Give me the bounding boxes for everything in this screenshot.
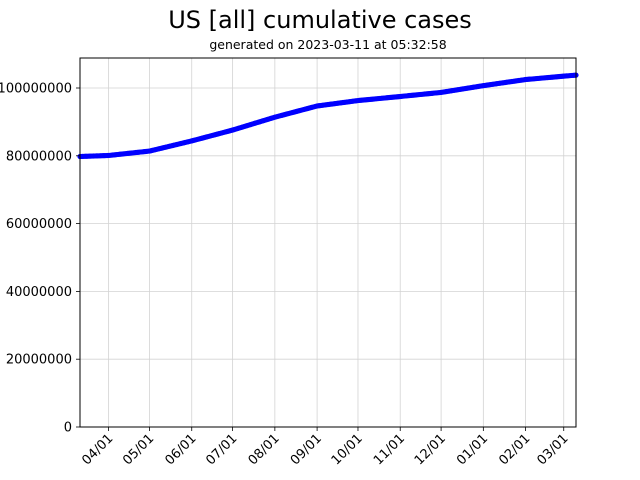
x-tick-label: 08/01 [246,431,283,468]
data-series-cumulative-cases [77,72,579,160]
plot-frame [79,57,577,428]
gridlines [80,58,576,427]
series-line [79,73,577,158]
x-axis: 04/01 05/01 06/01 07/01 08/01 09/01 10/01 11/01… [79,427,572,468]
x-tick-label: 03/01 [534,431,571,468]
y-tick-label: 80000000 [6,149,72,164]
y-tick-label: 20000000 [6,353,72,368]
x-tick-label: 04/01 [79,431,116,468]
y-axis: 0 20000000 40000000 60000000 80000000 1000000… [0,82,80,436]
x-tick-label: 05/01 [120,431,157,468]
chart-subtitle: generated on 2023-03-11 at 05:32:58 [209,37,447,52]
x-tick-label: 09/01 [288,431,325,468]
x-tick-label: 06/01 [162,431,199,468]
x-tick-label: 02/01 [496,431,533,468]
y-tick-label: 60000000 [6,217,72,232]
x-tick-label: 11/01 [371,431,408,468]
y-tick-label: 0 [64,421,72,436]
x-tick-label: 10/01 [329,431,366,468]
chart-title: US [all] cumulative cases [168,6,472,34]
x-tick-label: 01/01 [454,431,491,468]
y-tick-label: 100000000 [0,82,72,97]
x-tick-label: 07/01 [203,431,240,468]
x-tick-label: 12/01 [412,431,449,468]
y-tick-label: 40000000 [6,285,72,300]
